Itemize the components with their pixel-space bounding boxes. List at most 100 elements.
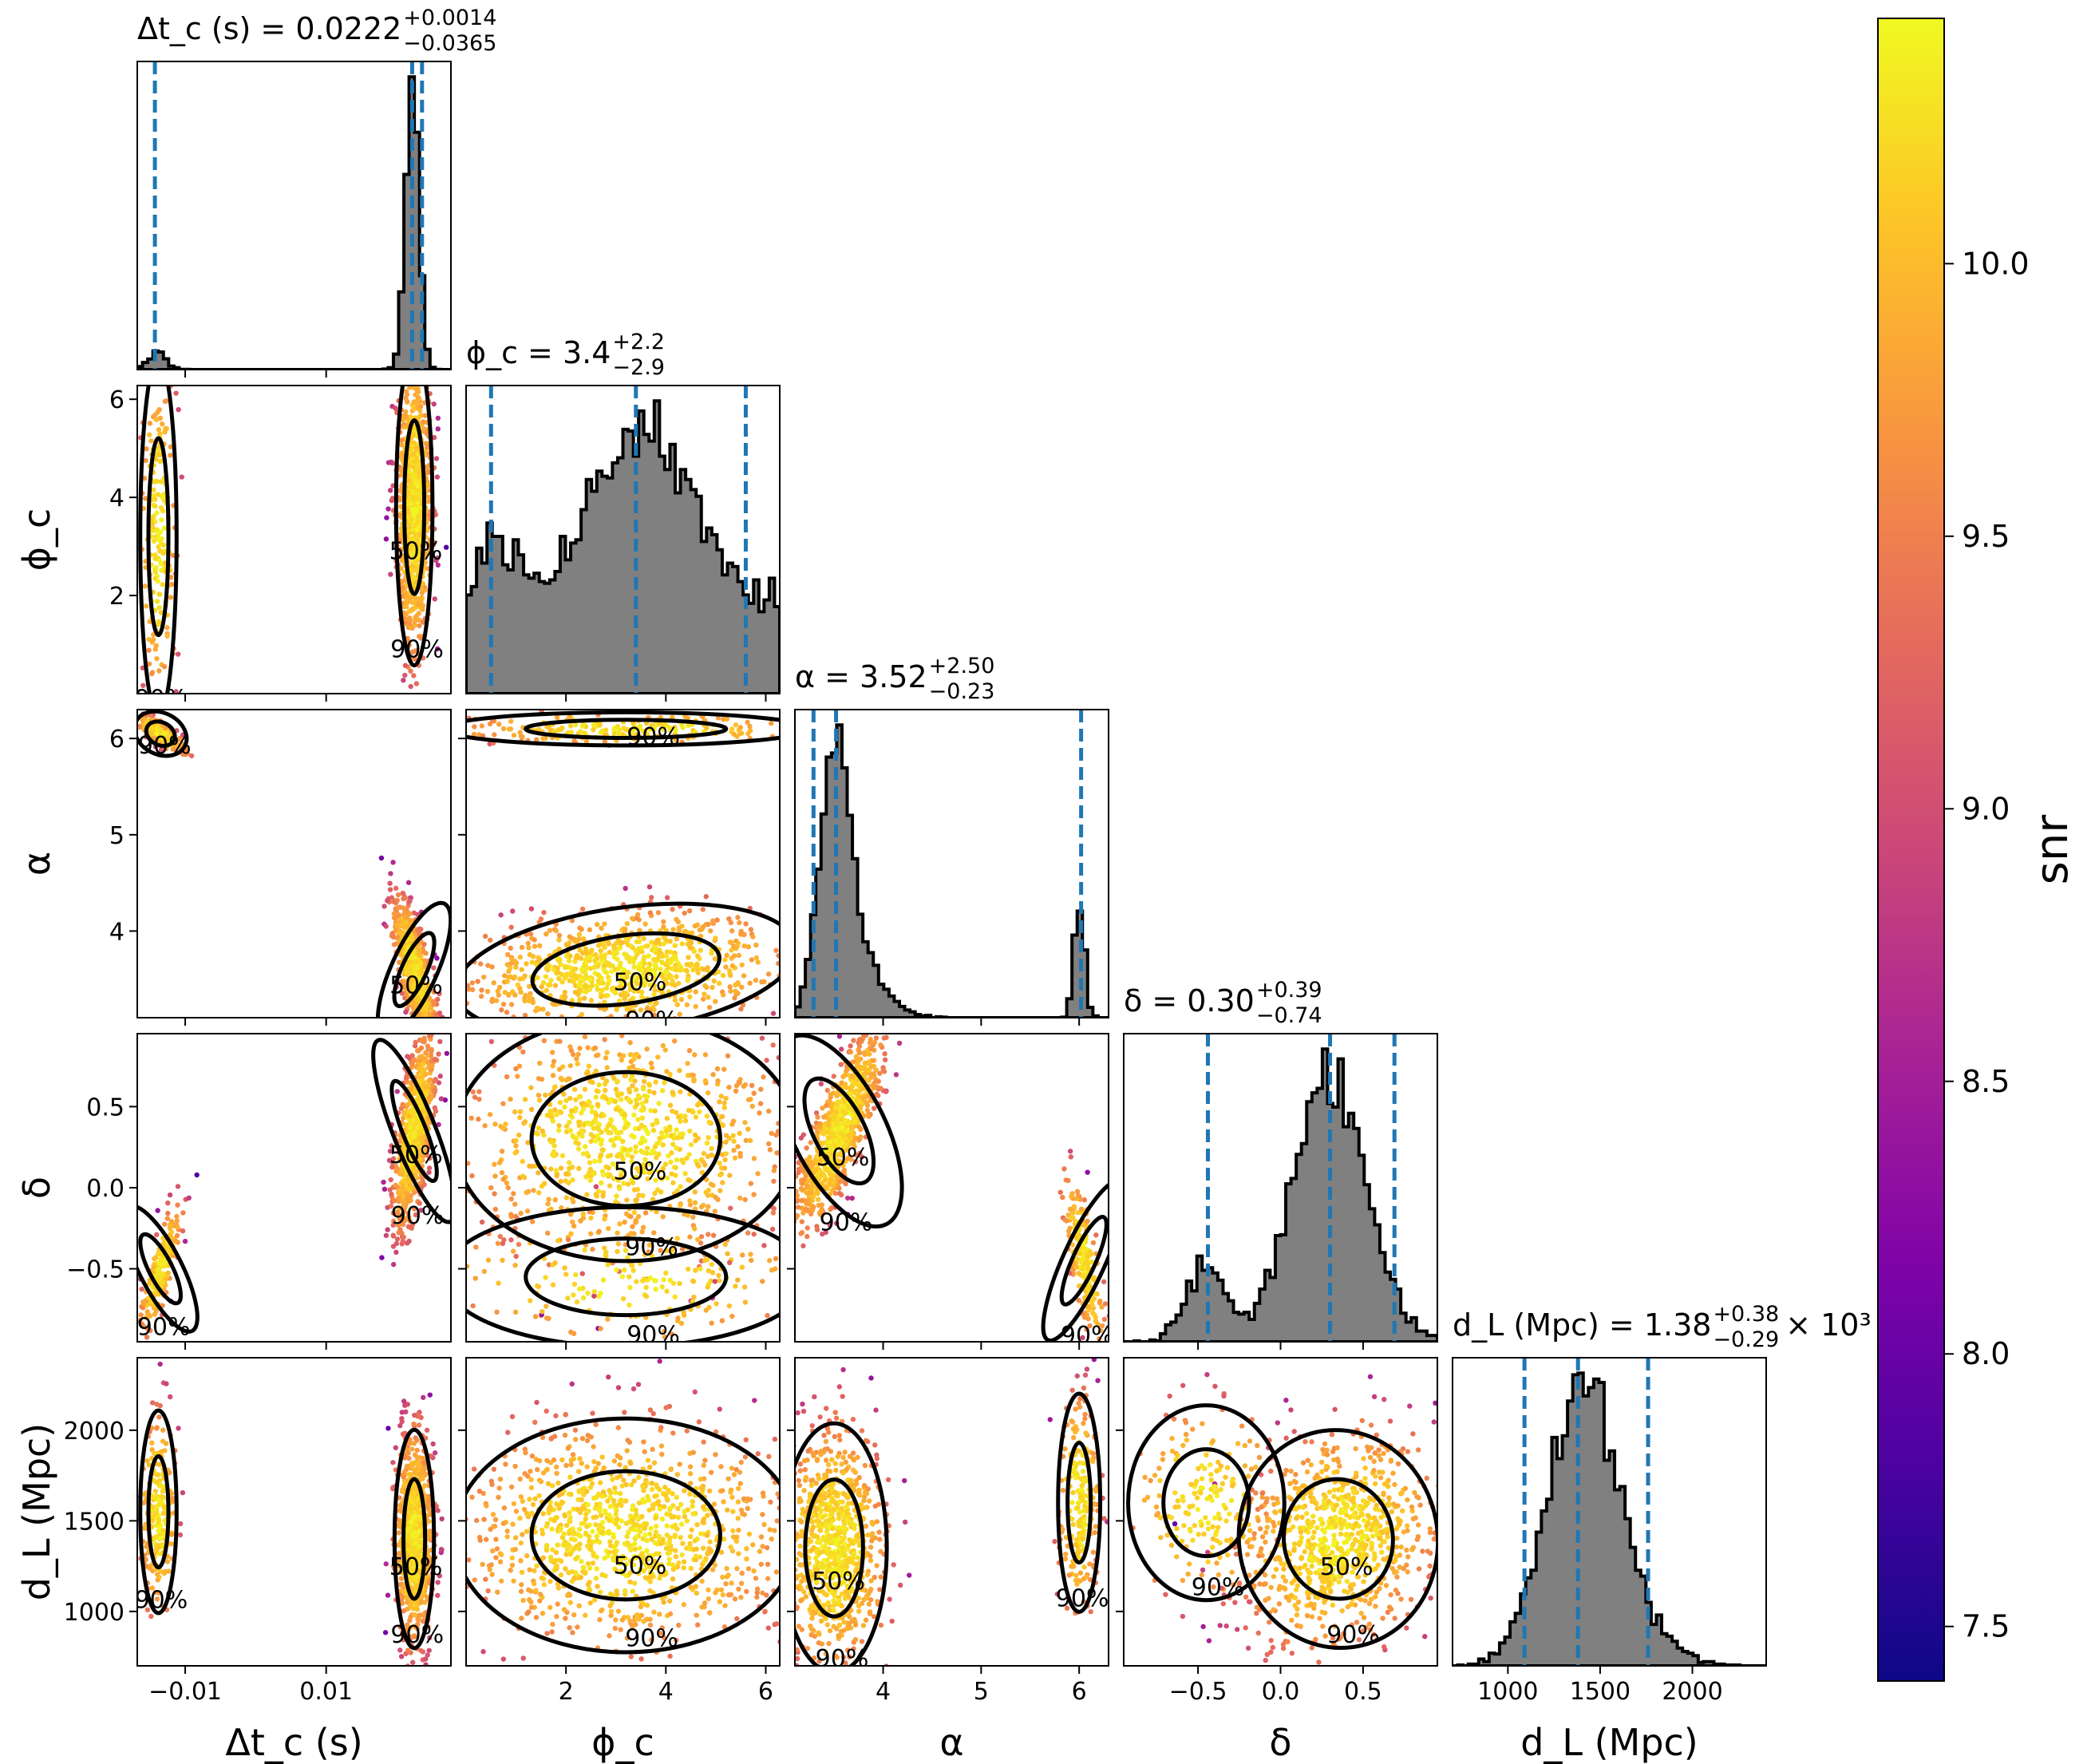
scatter-point [702, 991, 707, 997]
scatter-point [683, 967, 690, 973]
scatter-point [594, 983, 600, 988]
scatter-point [711, 978, 717, 984]
scatter-point [595, 972, 601, 978]
scatter-point [403, 616, 409, 623]
scatter-point [670, 927, 676, 932]
scatter-point [423, 738, 428, 742]
scatter-point [397, 1205, 402, 1212]
scatter-point [425, 1152, 430, 1158]
scatter-point [434, 1025, 439, 1030]
scatter-point [415, 1096, 421, 1102]
scatter-point [146, 636, 152, 643]
scatter-point [398, 565, 404, 572]
scatter-point [551, 1026, 555, 1031]
scatter-point [603, 993, 608, 999]
scatter-point [678, 1118, 683, 1125]
scatter-point [710, 1072, 716, 1078]
scatter-point [753, 955, 759, 961]
scatter-point [731, 731, 737, 738]
scatter-point [425, 499, 432, 504]
scatter-point [423, 1050, 429, 1056]
scatter-point [540, 1128, 546, 1134]
scatter-point [390, 1233, 397, 1239]
scatter-point [579, 1101, 585, 1106]
scatter-point [602, 999, 607, 1005]
scatter-point [409, 1221, 416, 1228]
scatter-point [502, 990, 508, 995]
scatter-point [650, 970, 655, 975]
scatter-point [567, 723, 574, 729]
scatter-point [383, 536, 389, 542]
scatter-point [659, 959, 665, 965]
scatter-point [390, 934, 396, 939]
scatter-point [563, 953, 570, 959]
scatter-point [512, 992, 518, 998]
scatter-point [709, 1145, 714, 1152]
scatter-point [747, 723, 753, 730]
scatter-point [510, 908, 516, 914]
scatter-point [518, 989, 524, 995]
scatter-point [394, 935, 401, 940]
scatter-point [146, 661, 152, 666]
scatter-point [421, 1026, 425, 1030]
scatter-point [411, 673, 417, 678]
scatter-point [179, 474, 184, 480]
contour-label: 90% [627, 723, 680, 751]
scatter-point [550, 1118, 555, 1124]
scatter-point [670, 907, 675, 912]
scatter-point [664, 1115, 670, 1121]
scatter-point [421, 1022, 426, 1027]
scatter-point [409, 1022, 414, 1026]
scatter-point [525, 940, 531, 947]
scatter-point [684, 1002, 690, 1008]
scatter-point [540, 1007, 546, 1012]
scatter-point [692, 1052, 698, 1058]
scatter-point [469, 1173, 475, 1179]
scatter-point [408, 1021, 413, 1026]
scatter-point [635, 1117, 641, 1122]
scatter-point [163, 725, 168, 731]
scatter-point [713, 935, 718, 941]
scatter-point [650, 976, 657, 982]
scatter-point [564, 971, 570, 977]
scatter-point [168, 453, 173, 458]
scatter-point [586, 1153, 591, 1159]
scatter-point [409, 599, 415, 605]
scatter-point [158, 1271, 164, 1276]
scatter-point [411, 1165, 417, 1171]
scatter-point [413, 1026, 417, 1031]
scatter-point [484, 988, 491, 995]
scatter-point [407, 972, 413, 979]
scatter-point [431, 989, 437, 995]
scatter-point [409, 1225, 414, 1231]
scatter-point [651, 983, 657, 989]
scatter-point [469, 980, 476, 986]
scatter-point [390, 1261, 397, 1268]
scatter-point [174, 1232, 180, 1239]
scatter-point [419, 1101, 425, 1107]
scatter-point [180, 1210, 186, 1216]
scatter-point [595, 987, 600, 992]
panel-alpha-alpha: α = 3.52 +2.50−0.23 [794, 654, 1109, 1026]
scatter-point [733, 938, 739, 944]
scatter-point [173, 390, 179, 396]
scatter-point [652, 963, 658, 969]
scatter-point [496, 984, 503, 991]
scatter-point [768, 1020, 773, 1025]
scatter-point [619, 1091, 625, 1097]
scatter-point [399, 1167, 405, 1173]
scatter-point [522, 1012, 528, 1018]
scatter-point [500, 726, 507, 732]
scatter-point [501, 979, 508, 985]
scatter-point [149, 726, 155, 732]
scatter-point [635, 1213, 642, 1220]
scatter-point [422, 1019, 427, 1024]
axes-frame [465, 385, 781, 694]
scatter-point [182, 1238, 188, 1244]
scatter-point [520, 1173, 526, 1179]
scatter-point [390, 1156, 397, 1161]
scatter-point [708, 928, 713, 934]
scatter-point [381, 1179, 386, 1185]
scatter-point [662, 962, 669, 967]
scatter-point [391, 915, 397, 921]
